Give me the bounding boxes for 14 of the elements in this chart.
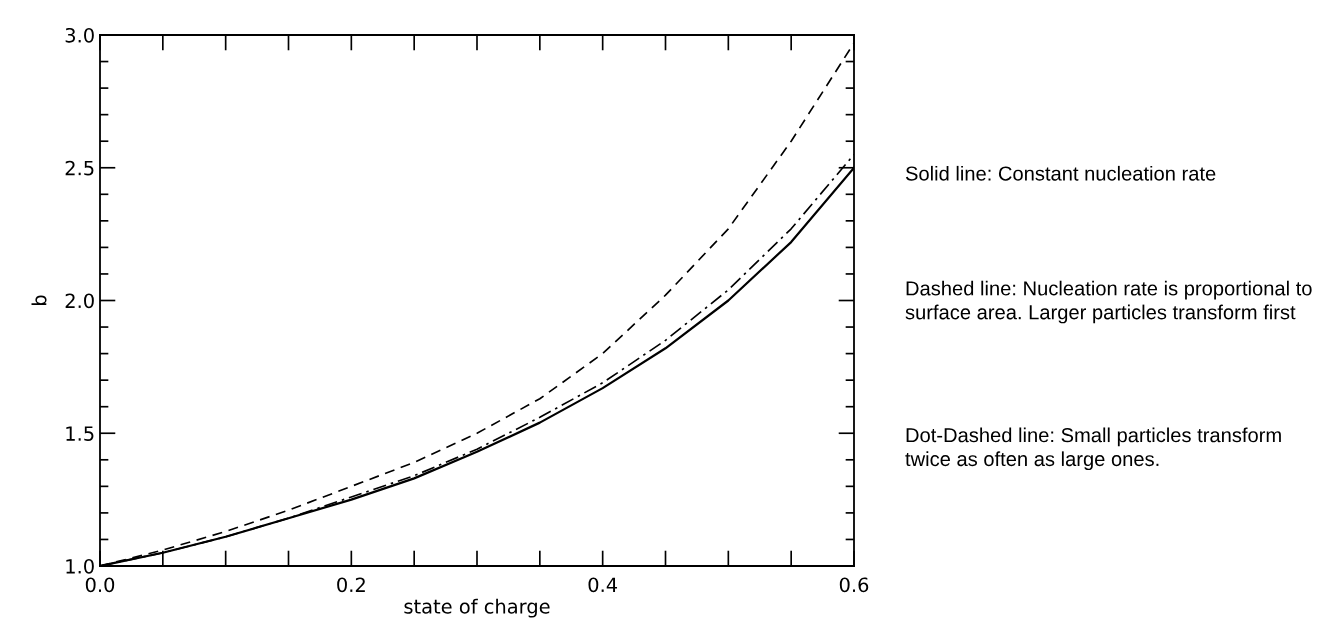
x-tick-label: 0.0: [85, 577, 115, 593]
y-tick-label: 2.5: [65, 160, 94, 176]
y-tick-label: 1.5: [66, 426, 94, 441]
y-tick-label: 1.0: [66, 558, 94, 574]
x-tick-label: 0.4: [588, 577, 618, 593]
x-tick-label: 0.2: [337, 577, 365, 593]
x-tick-label: 0.6: [839, 577, 869, 593]
y-tick-label: 2.0: [65, 293, 94, 309]
y-tick-label: 3.0: [65, 27, 94, 43]
text: Solid line: Constant nucleation rate: [905, 165, 1216, 181]
text: Dot-Dashed line: Small particles transform twice as often as large ones.: [905, 427, 1281, 471]
text: Dashed line: Nucleation rate is proportional to surface area. Larger particles transform first: [905, 280, 1312, 324]
x-axis-title: state of charge: [404, 598, 550, 618]
y-axis-title: b: [31, 295, 47, 305]
